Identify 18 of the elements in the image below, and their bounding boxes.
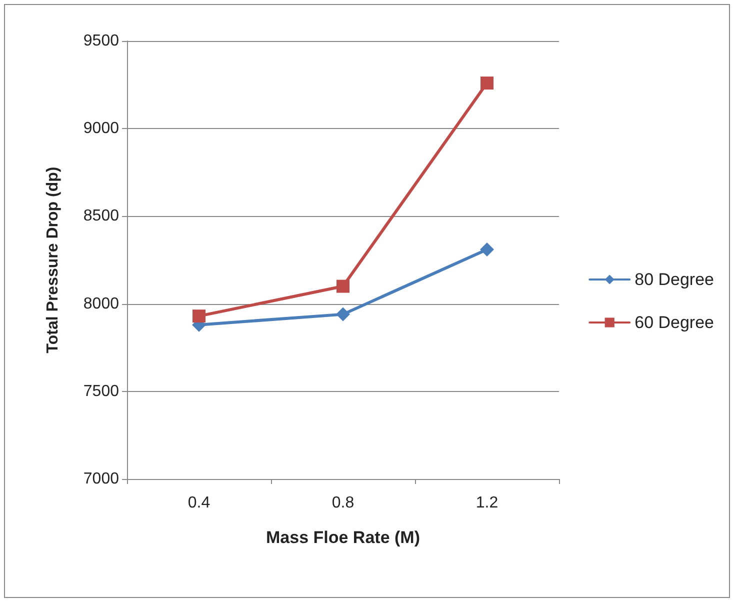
point bbox=[336, 280, 350, 293]
y-axis-title: Total Pressure Drop (dp) bbox=[44, 166, 62, 354]
y-tick-label: 9500 bbox=[83, 32, 120, 50]
x-tick-label: 1.2 bbox=[476, 494, 498, 512]
x-axis-title: Mass Floe Rate (M) bbox=[266, 528, 420, 547]
y-tick-label: 7000 bbox=[83, 470, 120, 488]
x-tick-label: 0.4 bbox=[188, 494, 210, 512]
y-tick-label: 7500 bbox=[83, 382, 120, 400]
legend-label: 80 Degree bbox=[634, 270, 714, 289]
point bbox=[480, 242, 494, 256]
point bbox=[336, 307, 350, 322]
y-tick-label: 8500 bbox=[83, 208, 120, 225]
point bbox=[192, 310, 206, 323]
y-tick-label: 8000 bbox=[83, 295, 120, 312]
point bbox=[480, 76, 494, 90]
legend-label: 60 Degree bbox=[634, 313, 714, 332]
y-tick-label: 9000 bbox=[83, 120, 120, 138]
x-tick-label: 0.8 bbox=[332, 494, 354, 512]
